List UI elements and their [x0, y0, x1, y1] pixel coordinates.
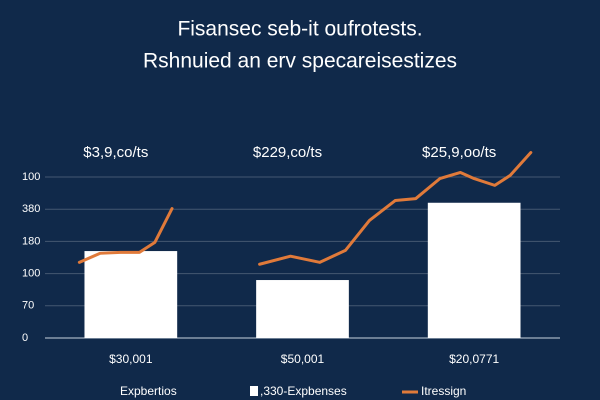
- bar: [427, 202, 521, 338]
- x-tick-label: $20,0771: [449, 352, 499, 366]
- annotation: $3,9,co/ts: [83, 144, 148, 161]
- legend-label: Expbertios: [120, 384, 177, 398]
- chart-subtitle: Rshnuied an erv specareisestizes: [143, 50, 457, 73]
- chart-title: Fisansec seb-it oufrotests.: [177, 18, 422, 41]
- y-tick-label: 180: [22, 235, 40, 247]
- legend-label: ,330-Expbenses: [260, 384, 347, 398]
- annotation: $229,co/ts: [253, 144, 322, 161]
- legend-swatch: [250, 386, 258, 396]
- y-tick-label: 100: [22, 171, 40, 183]
- x-tick-label: $30,001: [109, 352, 153, 366]
- y-tick-label: 70: [22, 300, 34, 312]
- x-tick-label: $50,001: [281, 352, 325, 366]
- annotation: $25,9,oo/ts: [422, 144, 496, 161]
- line: [77, 151, 533, 266]
- bar: [84, 251, 178, 338]
- y-tick-label: 100: [22, 268, 40, 280]
- bar: [256, 280, 349, 338]
- y-tick-label: 0: [22, 332, 28, 344]
- y-tick-label: 380: [22, 203, 40, 215]
- legend-label: Itressign: [421, 384, 466, 398]
